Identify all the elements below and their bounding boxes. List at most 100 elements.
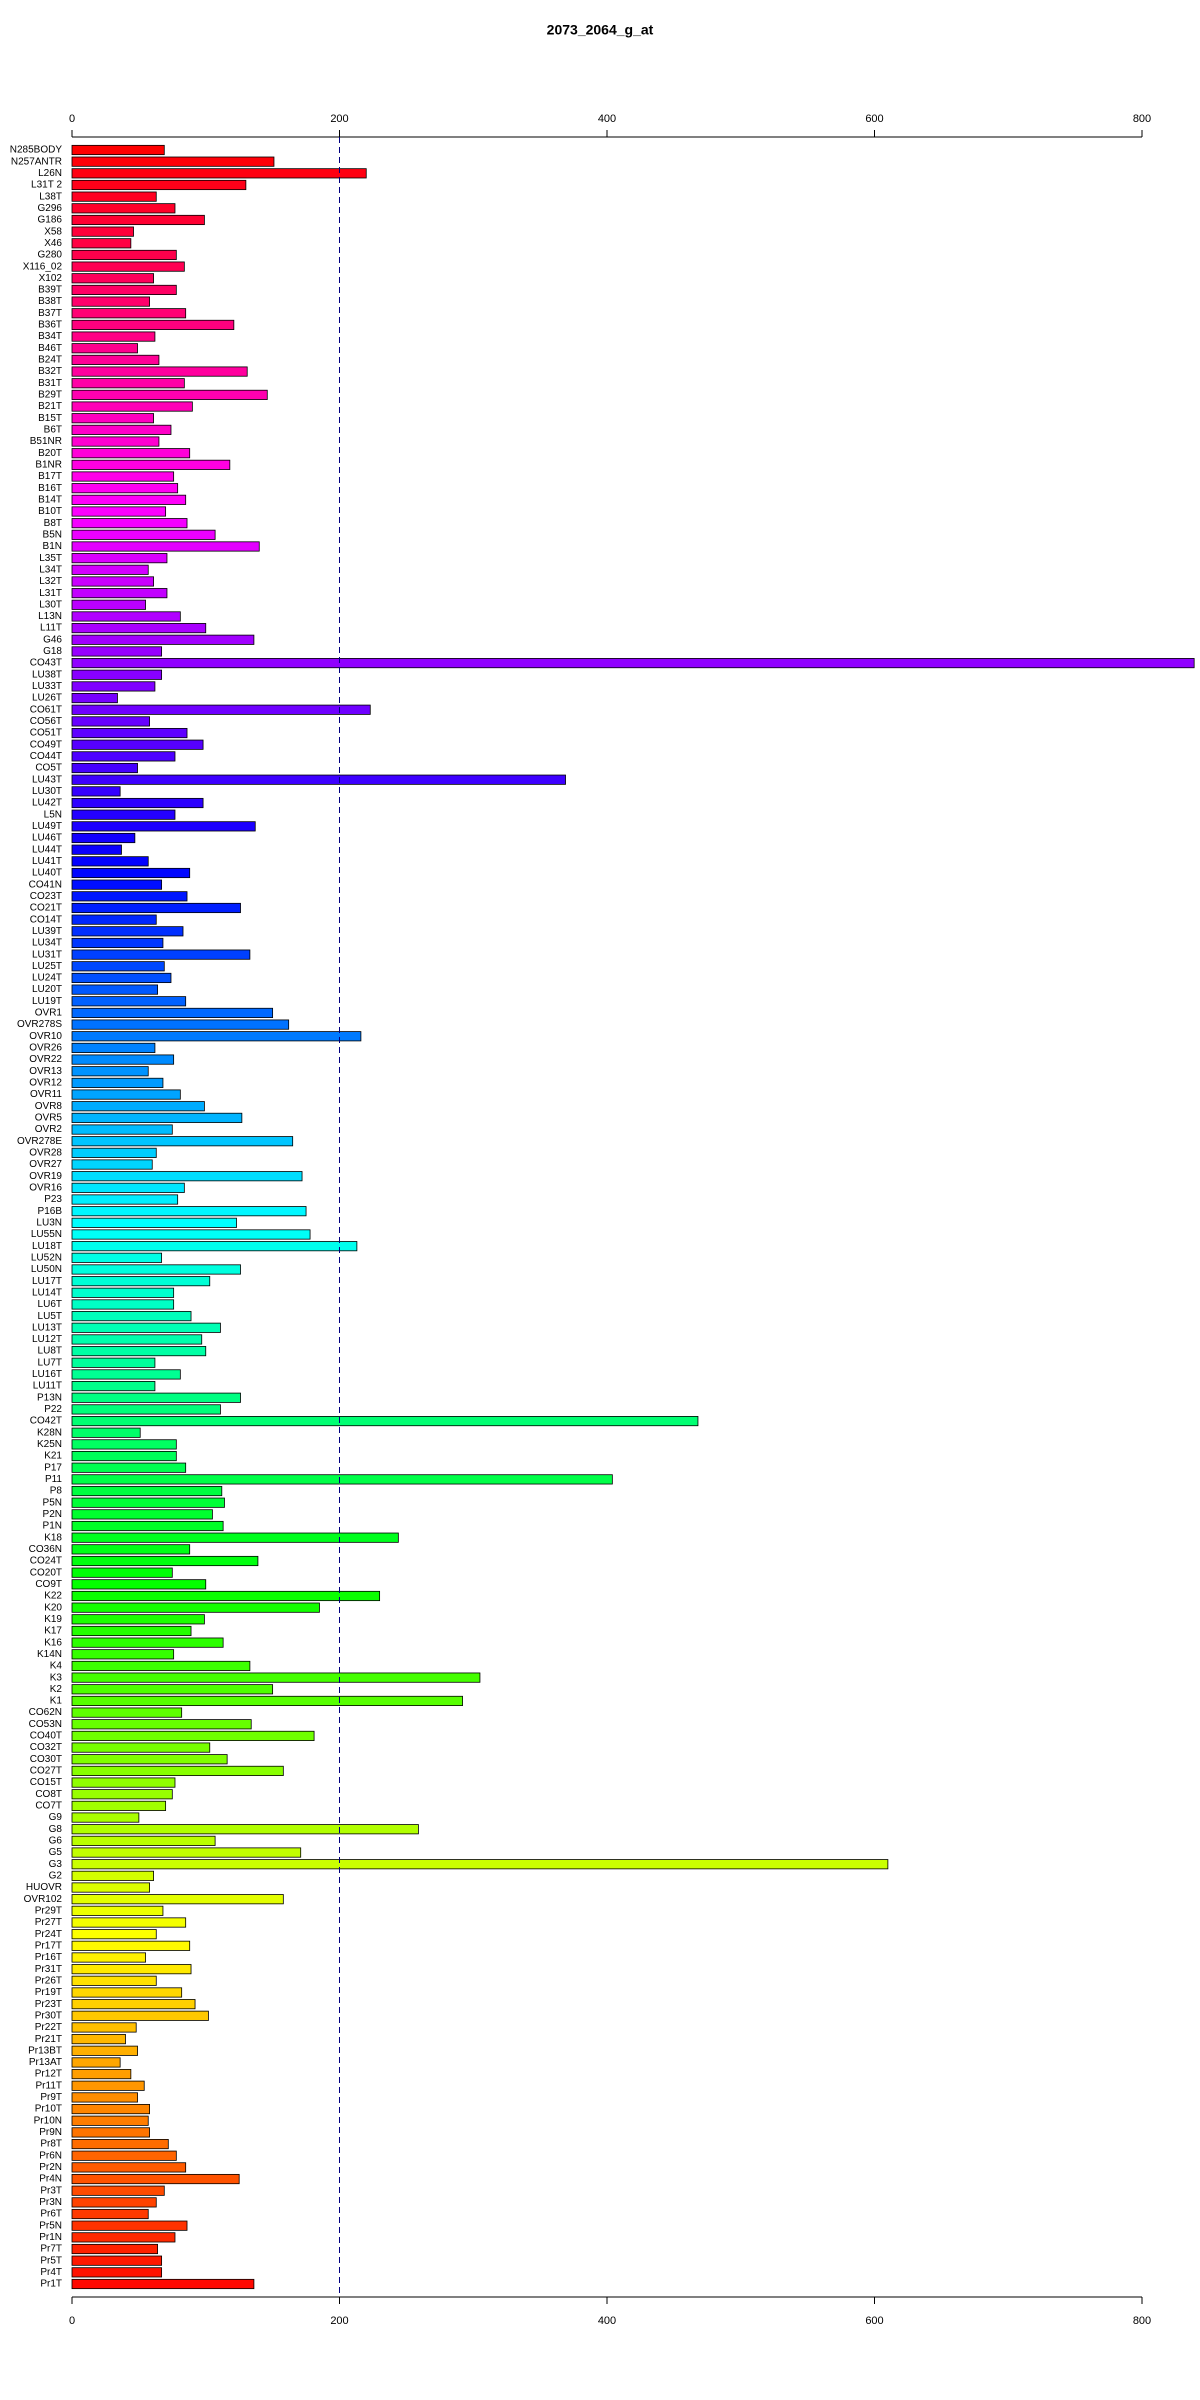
bar — [71, 2150, 177, 2161]
y-tick-label: LU50N — [31, 1264, 62, 1275]
y-tick-label: LU42T — [32, 798, 62, 809]
bar — [71, 2115, 149, 2126]
y-tick-label: LU30T — [32, 786, 62, 797]
bar — [71, 226, 134, 237]
y-tick-label: CO40T — [30, 1731, 62, 1742]
y-tick-label: Pr27T — [35, 1917, 62, 1928]
bar — [71, 984, 158, 995]
y-tick-label: OVR102 — [24, 1894, 63, 1905]
bar — [71, 623, 207, 634]
y-tick-label: B32T — [38, 366, 62, 377]
bar — [71, 1672, 481, 1683]
bar — [71, 1987, 183, 1998]
bar — [71, 1614, 205, 1625]
y-tick-label: OVR28 — [29, 1148, 62, 1159]
bar — [71, 1882, 150, 1893]
bar — [71, 436, 160, 447]
bar — [71, 2069, 132, 2080]
y-tick-label: B36T — [38, 320, 62, 331]
y-tick-label: LU38T — [32, 669, 62, 680]
bar — [71, 191, 157, 202]
bar — [71, 1929, 157, 1940]
bar — [71, 797, 204, 809]
chart-title: 2073_2064_g_at — [547, 22, 654, 38]
y-tick-label: K1 — [50, 1696, 63, 1707]
bar — [71, 1544, 191, 1555]
y-tick-label: K18 — [44, 1532, 62, 1543]
bar — [71, 786, 121, 797]
bar — [71, 1439, 177, 1450]
y-tick-label: B46T — [38, 343, 62, 354]
x-tick-label: 200 — [330, 2315, 348, 2327]
y-tick-label: B17T — [38, 471, 62, 482]
y-tick-label: B14T — [38, 494, 62, 505]
bar — [71, 1392, 241, 1403]
y-tick-label: B1NR — [35, 459, 62, 470]
y-tick-label: B15T — [38, 413, 62, 424]
y-tick-label: CO41N — [29, 879, 62, 890]
y-tick-label: LU16T — [32, 1369, 62, 1380]
bar — [71, 844, 122, 855]
y-tick-label: Pr13AT — [29, 2057, 62, 2068]
y-tick-label: CO8T — [35, 1789, 62, 1800]
bar — [71, 576, 154, 587]
bar — [71, 1369, 181, 1380]
bar — [71, 1206, 307, 1217]
y-tick-label: OVR278S — [17, 1019, 62, 1030]
bar — [71, 1217, 237, 1228]
y-tick-label: LU46T — [32, 833, 62, 844]
bar — [71, 2232, 176, 2243]
y-tick-label: G296 — [38, 203, 63, 214]
y-tick-label: Pr6T — [40, 2209, 62, 2220]
y-tick-label: LU41T — [32, 856, 62, 867]
y-tick-label: LU49T — [32, 821, 62, 832]
y-tick-label: L34T — [39, 564, 62, 575]
bar — [71, 949, 251, 960]
bar — [71, 1509, 213, 1520]
bar — [71, 716, 150, 727]
y-tick-label: B20T — [38, 448, 62, 459]
y-tick-label: B10T — [38, 506, 62, 517]
y-tick-label: LU20T — [32, 984, 62, 995]
y-tick-label: LU18T — [32, 1241, 62, 1252]
y-tick-label: B37T — [38, 308, 62, 319]
bar — [71, 1077, 164, 1088]
bar — [71, 2139, 169, 2150]
y-tick-label: L13N — [38, 611, 62, 622]
bar — [71, 693, 118, 704]
bar — [71, 1555, 259, 1567]
bar — [71, 1229, 311, 1240]
bar — [71, 284, 177, 295]
bar — [71, 413, 154, 424]
y-tick-label: B39T — [38, 285, 62, 296]
x-tick-label: 0 — [69, 113, 75, 125]
y-tick-label: P1N — [43, 1521, 62, 1532]
y-tick-label: LU40T — [32, 868, 62, 879]
bar — [71, 2022, 137, 2033]
bar — [71, 1742, 211, 1753]
y-tick-label: P13N — [37, 1392, 62, 1403]
bar — [71, 1159, 153, 1170]
y-tick-label: L26N — [38, 168, 62, 179]
bar — [71, 1346, 207, 1357]
y-tick-label: Pr13BT — [28, 2045, 62, 2056]
y-tick-label: P8 — [50, 1486, 63, 1497]
bar — [71, 1975, 157, 1986]
y-tick-label: Pr9N — [39, 2127, 62, 2138]
x-tick-label: 600 — [865, 2315, 883, 2327]
bar — [71, 1101, 205, 1112]
y-tick-label: B5N — [43, 529, 62, 540]
y-tick-label: L35T — [39, 553, 62, 564]
bar — [71, 1054, 175, 1065]
y-tick-label: P5N — [43, 1497, 62, 1508]
y-tick-label: CO21T — [30, 903, 62, 914]
y-tick-label: CO42T — [30, 1416, 62, 1427]
y-tick-label: OVR278E — [17, 1136, 62, 1147]
bar — [71, 308, 187, 319]
bar — [71, 611, 181, 622]
bar — [71, 494, 187, 505]
bar — [71, 1404, 221, 1415]
bar — [71, 1847, 302, 1858]
y-tick-label: Pr5T — [40, 2255, 62, 2266]
